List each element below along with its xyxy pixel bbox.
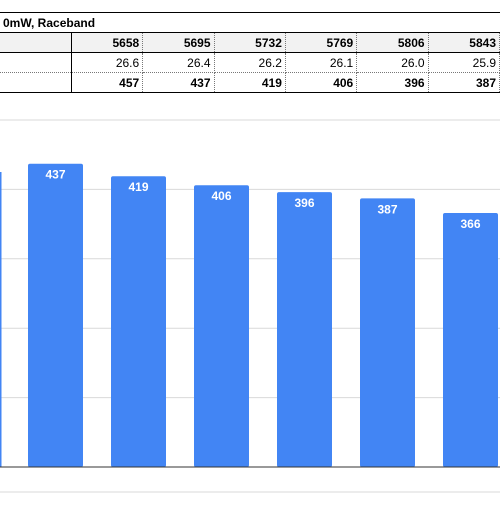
bar bbox=[28, 163, 83, 468]
table-cell: 387 bbox=[428, 72, 500, 93]
bar-value-label: 419 bbox=[128, 180, 148, 194]
bar bbox=[443, 212, 498, 467]
table-title-row: 0mW, Raceband bbox=[0, 12, 500, 33]
bar-value-label: 366 bbox=[460, 217, 480, 231]
header-cell bbox=[0, 32, 72, 53]
table-cell: 437 bbox=[142, 72, 215, 93]
table-title: 0mW, Raceband bbox=[0, 12, 500, 33]
table-cell: 25.9 bbox=[428, 52, 500, 73]
table-cell: 419 bbox=[214, 72, 286, 93]
bar-value-label: 396 bbox=[294, 196, 314, 210]
bar-value-label: 406 bbox=[211, 189, 231, 203]
bar bbox=[111, 176, 166, 467]
table-cell: 457 bbox=[71, 72, 144, 93]
bars: 437 419 406 396 387 366 bbox=[28, 163, 498, 468]
header-cell: 5843 bbox=[428, 32, 500, 53]
table-row: 26.6 26.4 26.2 26.1 26.0 25.9 bbox=[0, 52, 500, 73]
header-cell: 5695 bbox=[142, 32, 215, 53]
bar bbox=[277, 192, 332, 467]
table-cell: 406 bbox=[285, 72, 358, 93]
table-cell bbox=[0, 52, 72, 73]
gridlines bbox=[0, 119, 500, 493]
bar bbox=[194, 185, 249, 467]
bar-value-label: 387 bbox=[377, 202, 397, 216]
table-cell: 26.4 bbox=[142, 52, 215, 73]
table-cell: 26.6 bbox=[71, 52, 144, 73]
bar-chart: 437 419 406 396 387 366 bbox=[0, 119, 500, 493]
header-cell: 5658 bbox=[71, 32, 144, 53]
table-cell: 26.0 bbox=[356, 52, 429, 73]
bar-value-label: 437 bbox=[45, 168, 65, 182]
table-row: 457 437 419 406 396 387 bbox=[0, 72, 500, 93]
header-cell: 5769 bbox=[285, 32, 358, 53]
table-cell: 26.1 bbox=[285, 52, 358, 73]
table-header-row: 5658 5695 5732 5769 5806 5843 bbox=[0, 32, 500, 53]
data-table: 0mW, Raceband 5658 5695 5732 5769 5806 5… bbox=[0, 12, 500, 93]
table-cell: 396 bbox=[356, 72, 429, 93]
bar bbox=[360, 198, 415, 467]
header-cell: 5732 bbox=[214, 32, 286, 53]
table-cell: 26.2 bbox=[214, 52, 286, 73]
table-cell bbox=[0, 72, 72, 93]
header-cell: 5806 bbox=[356, 32, 429, 53]
